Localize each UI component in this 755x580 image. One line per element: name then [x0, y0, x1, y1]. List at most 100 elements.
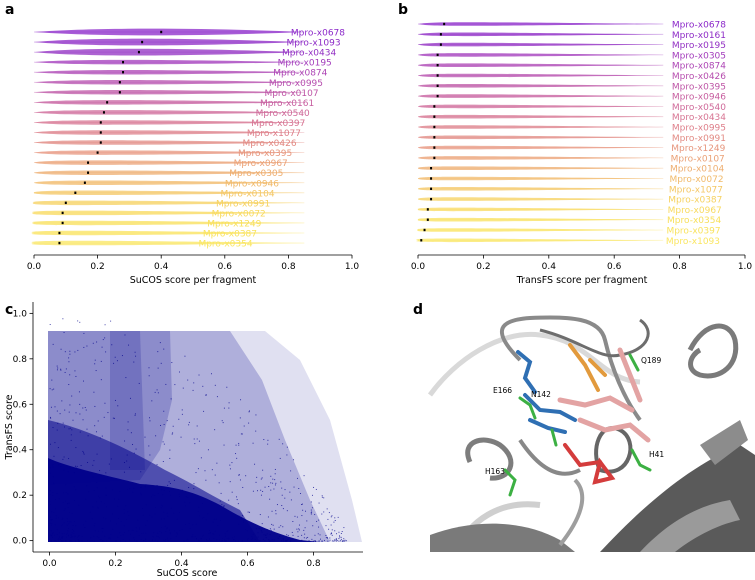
scatter-point [49, 443, 51, 445]
scatter-point [205, 394, 207, 396]
scatter-point [236, 457, 238, 459]
scatter-point [303, 529, 305, 531]
scatter-point [215, 518, 217, 520]
scatter-point [92, 464, 94, 466]
scatter-point [154, 391, 156, 393]
scatter-point [158, 537, 160, 539]
violin-mpro-x0107 [418, 156, 664, 160]
scatter-point [69, 540, 71, 542]
scatter-point [49, 516, 51, 518]
scatter-point [138, 382, 140, 384]
scatter-point [94, 363, 96, 365]
scatter-point [251, 535, 253, 537]
scatter-point [301, 503, 303, 505]
fragment-label: Mpro-x0072 [212, 209, 266, 219]
scatter-point [189, 502, 191, 504]
scatter-point [184, 505, 186, 507]
scatter-point [321, 540, 323, 542]
scatter-point [303, 537, 305, 539]
scatter-point [275, 510, 277, 512]
violin-mpro-x0195 [418, 42, 664, 47]
scatter-point [325, 525, 327, 527]
scatter-point [264, 534, 266, 536]
scatter-point [97, 420, 99, 422]
scatter-point [272, 482, 274, 484]
fragment-label: Mpro-x0540 [256, 109, 310, 119]
violin-mpro-x0354 [417, 217, 664, 222]
scatter-point [52, 476, 54, 478]
scatter-point [173, 530, 175, 532]
scatter-point [152, 485, 154, 487]
scatter-point [61, 525, 63, 527]
scatter-point [77, 540, 79, 542]
scatter-point [96, 341, 98, 343]
scatter-point [247, 538, 249, 540]
scatter-point [235, 540, 237, 542]
fragment-label: Mpro-x1249 [207, 219, 261, 229]
scatter-point [62, 492, 64, 494]
scatter-point [61, 400, 63, 402]
scatter-point [310, 509, 312, 511]
ligand-blue [516, 350, 577, 434]
x-tick-group: 0.0 0.2 0.4 0.6 0.8 1.0 [411, 255, 752, 272]
scatter-point [49, 493, 51, 495]
scatter-point [115, 540, 117, 542]
scatter-point [126, 460, 128, 462]
scatter-point [282, 540, 284, 542]
scatter-point [293, 459, 295, 461]
scatter-point [114, 356, 116, 358]
scatter-point [115, 523, 117, 525]
scatter-point [73, 530, 75, 532]
ribbon-tube [518, 438, 581, 476]
scatter-point [173, 512, 175, 514]
scatter-point [89, 540, 91, 542]
scatter-point [316, 520, 318, 522]
scatter-point [157, 535, 159, 537]
scatter-point [311, 538, 313, 540]
scatter-point [197, 510, 199, 512]
scatter-point [181, 489, 183, 491]
scatter-point [274, 473, 276, 475]
y-tick-label: 0.6 [13, 400, 28, 410]
violin-mpro-x0387 [418, 197, 664, 201]
scatter-point [237, 540, 239, 542]
scatter-point [82, 419, 84, 421]
scatter-point [128, 530, 130, 532]
scatter-point [282, 538, 284, 540]
scatter-point [61, 533, 63, 535]
violin-mpro-x0426 [418, 73, 664, 78]
scatter-point [258, 540, 260, 542]
violin-mpro-x1093 [34, 38, 305, 46]
scatter-point [59, 538, 61, 540]
scatter-point [214, 530, 216, 532]
fragment-label: Mpro-x0195 [672, 41, 726, 51]
scatter-point [176, 518, 178, 520]
scatter-point [105, 494, 107, 496]
scatter-point [56, 533, 58, 535]
violin-mpro-x0072 [32, 210, 305, 216]
scatter-point [272, 478, 274, 480]
scatter-point [301, 534, 303, 536]
x-tick-label: 0.2 [476, 262, 490, 272]
scatter-point [130, 533, 132, 535]
panel-label-b: b [398, 2, 408, 18]
scatter-point [53, 482, 55, 484]
scatter-point [64, 351, 66, 353]
scatter-point [345, 540, 347, 542]
scatter-point [71, 513, 73, 515]
scatter-point [59, 413, 61, 415]
median-marker [436, 53, 439, 57]
fragment-label: Mpro-x0161 [672, 31, 726, 41]
scatter-point [326, 537, 328, 539]
scatter-point [330, 516, 332, 518]
scatter-point [161, 504, 163, 506]
scatter-point [280, 481, 282, 483]
scatter-point [91, 540, 93, 542]
scatter-point [120, 534, 122, 536]
scatter-point [148, 367, 150, 369]
scatter-point [57, 517, 59, 519]
y-tick-label: 0.8 [13, 355, 28, 365]
violin-mpro-x0161 [418, 32, 664, 37]
scatter-point [332, 540, 334, 542]
scatter-point [188, 424, 190, 426]
